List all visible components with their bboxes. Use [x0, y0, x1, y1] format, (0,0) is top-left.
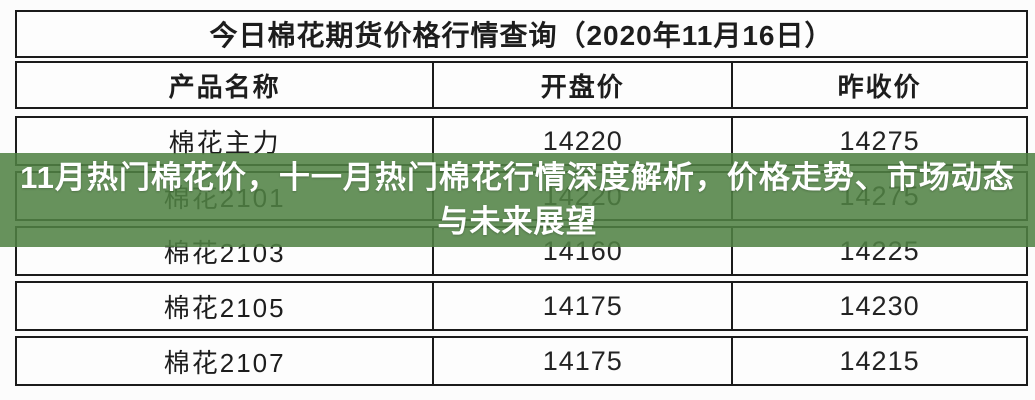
headline-line-1: 11月热门棉花价，十一月热门棉花行情深度解析，价格走势、市场动态	[20, 160, 1015, 195]
headline-overlay-banner: 11月热门棉花价，十一月热门棉花行情深度解析，价格走势、市场动态 与未来展望	[0, 153, 1035, 247]
column-header-prev-close: 昨收价	[731, 63, 1026, 107]
table-header-row: 产品名称 开盘价 昨收价	[15, 61, 1028, 109]
column-header-product-name: 产品名称	[168, 71, 281, 102]
prev-close-cell: 14230	[731, 283, 1026, 329]
product-name-cell: 棉花主力	[168, 127, 281, 158]
prev-close-cell: 14215	[731, 338, 1026, 384]
column-header-open-price: 开盘价	[432, 63, 731, 107]
open-price-cell: 14220	[432, 118, 731, 164]
open-price-cell: 14175	[432, 283, 731, 329]
table-row: 棉花2105 14175 14230	[15, 281, 1028, 331]
product-name-cell: 棉花2105	[163, 292, 286, 323]
open-price-cell: 14175	[432, 338, 731, 384]
table-title: 今日棉花期货价格行情查询（2020年11月16日）	[15, 10, 1028, 58]
headline-line-2: 与未来展望	[437, 204, 598, 239]
table-row: 棉花2107 14175 14215	[15, 336, 1028, 386]
product-name-cell: 棉花2107	[163, 347, 286, 378]
prev-close-cell: 14275	[731, 118, 1026, 164]
